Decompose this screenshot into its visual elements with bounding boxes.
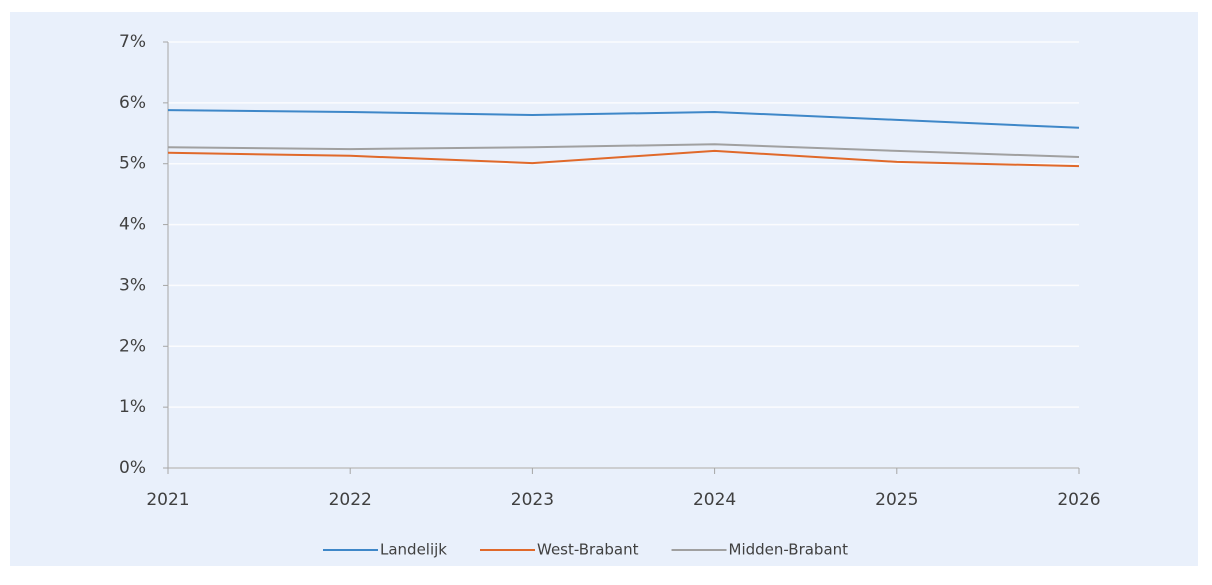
legend: Landelijk West-Brabant Midden-Brabant (323, 541, 848, 559)
y-tick-label: 7% (119, 32, 146, 52)
y-tick-label: 0% (119, 458, 146, 478)
x-tick-label: 2024 (693, 490, 736, 510)
x-tick-label: 2026 (1057, 490, 1100, 510)
y-tick-label: 4% (119, 215, 146, 235)
chart-background (10, 12, 1198, 566)
legend-label: Midden-Brabant (729, 541, 849, 559)
y-tick-label: 1% (119, 397, 146, 417)
series-line (167, 143, 1080, 159)
x-tick-label: 2021 (146, 490, 189, 510)
legend-label: West-Brabant (537, 541, 639, 559)
x-tick-label: 2025 (875, 490, 918, 510)
series-line (167, 109, 1080, 129)
y-tick-label: 6% (119, 93, 146, 113)
x-tick-label: 2022 (329, 490, 372, 510)
y-tick-label: 2% (119, 336, 146, 356)
legend-label: Landelijk (380, 541, 447, 559)
y-tick-label: 5% (119, 154, 146, 174)
x-tick-label: 2023 (511, 490, 554, 510)
series-line (167, 149, 1080, 168)
y-tick-label: 3% (119, 275, 146, 295)
